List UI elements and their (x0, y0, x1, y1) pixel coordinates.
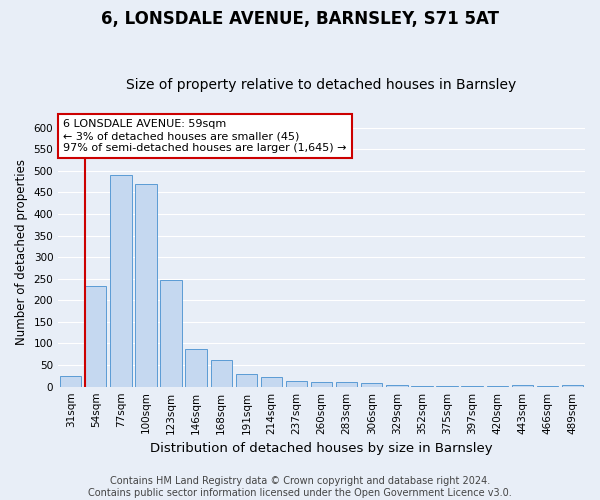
Bar (160, 280, 182, 386)
Bar (336, 382, 358, 386)
Bar (311, 382, 332, 386)
Bar (562, 385, 583, 386)
Bar (286, 382, 307, 386)
Bar (261, 377, 282, 386)
Bar (85, 286, 106, 386)
Bar (512, 384, 533, 386)
Bar (185, 348, 207, 387)
X-axis label: Distribution of detached houses by size in Barnsley: Distribution of detached houses by size … (150, 442, 493, 455)
Title: Size of property relative to detached houses in Barnsley: Size of property relative to detached ho… (127, 78, 517, 92)
Bar (136, 184, 157, 386)
Bar (60, 376, 82, 386)
Y-axis label: Number of detached properties: Number of detached properties (15, 158, 28, 344)
Bar (361, 383, 382, 386)
Bar (386, 384, 407, 386)
Text: 6 LONSDALE AVENUE: 59sqm
← 3% of detached houses are smaller (45)
97% of semi-de: 6 LONSDALE AVENUE: 59sqm ← 3% of detache… (64, 120, 347, 152)
Bar (236, 374, 257, 386)
Text: Contains HM Land Registry data © Crown copyright and database right 2024.
Contai: Contains HM Land Registry data © Crown c… (88, 476, 512, 498)
Text: 6, LONSDALE AVENUE, BARNSLEY, S71 5AT: 6, LONSDALE AVENUE, BARNSLEY, S71 5AT (101, 10, 499, 28)
Bar (211, 360, 232, 386)
Bar (110, 175, 131, 386)
